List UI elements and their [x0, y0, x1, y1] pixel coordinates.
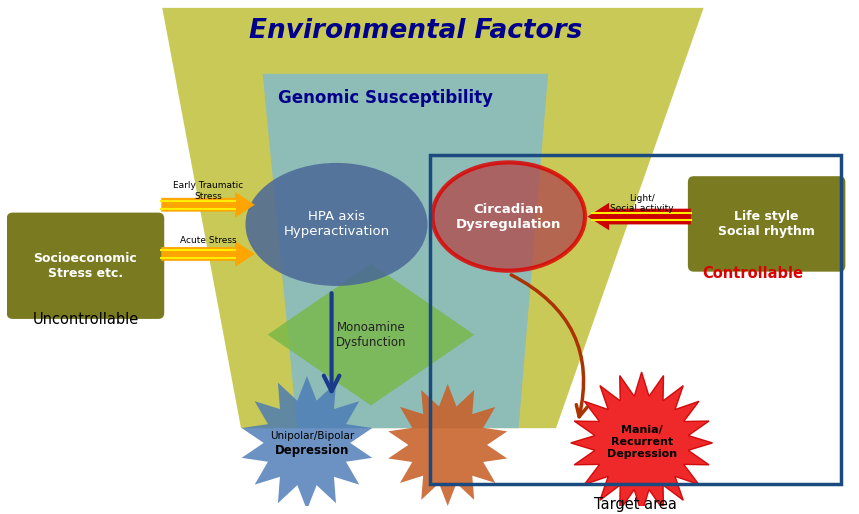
Text: HPA axis
Hyperactivation: HPA axis Hyperactivation	[283, 210, 389, 238]
Text: Light/
Social activity: Light/ Social activity	[610, 194, 673, 213]
Text: Depression: Depression	[275, 444, 349, 457]
Text: Controllable: Controllable	[703, 266, 803, 281]
FancyArrow shape	[161, 192, 255, 217]
Bar	[430, 155, 842, 484]
Ellipse shape	[246, 163, 428, 286]
Text: Circadian
Dysregulation: Circadian Dysregulation	[456, 203, 562, 231]
Text: Environmental Factors: Environmental Factors	[248, 19, 582, 45]
Text: Mania/
Recurrent
Depression: Mania/ Recurrent Depression	[606, 426, 677, 458]
Text: Target area: Target area	[594, 497, 677, 512]
FancyBboxPatch shape	[7, 213, 164, 319]
FancyBboxPatch shape	[688, 176, 845, 272]
FancyArrow shape	[161, 241, 255, 267]
Polygon shape	[268, 264, 474, 406]
Text: Uncontrollable: Uncontrollable	[33, 313, 138, 327]
Polygon shape	[388, 384, 507, 506]
Polygon shape	[570, 372, 712, 514]
FancyArrow shape	[588, 203, 691, 230]
Polygon shape	[241, 376, 372, 510]
Text: Life style
Social rhythm: Life style Social rhythm	[718, 210, 815, 238]
Text: Socioeconomic
Stress etc.: Socioeconomic Stress etc.	[34, 252, 137, 280]
Text: Genomic Susceptibility: Genomic Susceptibility	[278, 89, 493, 107]
Polygon shape	[162, 8, 704, 428]
Polygon shape	[263, 74, 548, 428]
Text: Acute Stress: Acute Stress	[180, 236, 236, 245]
Text: Early Traumatic
Stress: Early Traumatic Stress	[173, 181, 243, 200]
Ellipse shape	[432, 162, 585, 271]
Text: Monoamine
Dysfunction: Monoamine Dysfunction	[336, 321, 406, 348]
Text: Unipolar/Bipolar: Unipolar/Bipolar	[270, 431, 354, 441]
